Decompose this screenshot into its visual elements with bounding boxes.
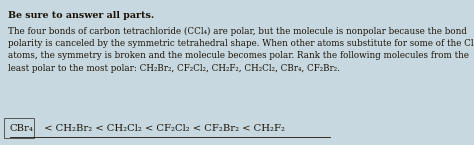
Text: CBr₄: CBr₄ (10, 124, 34, 133)
Text: < CH₂Br₂ < CH₂Cl₂ < CF₂Cl₂ < CF₂Br₂ < CH₂F₂: < CH₂Br₂ < CH₂Cl₂ < CF₂Cl₂ < CF₂Br₂ < CH… (38, 124, 285, 133)
Text: The four bonds of carbon tetrachloride (CCl₄) are polar, but the molecule is non: The four bonds of carbon tetrachloride (… (8, 27, 474, 73)
FancyBboxPatch shape (4, 118, 34, 138)
Text: Be sure to answer all parts.: Be sure to answer all parts. (8, 11, 154, 20)
